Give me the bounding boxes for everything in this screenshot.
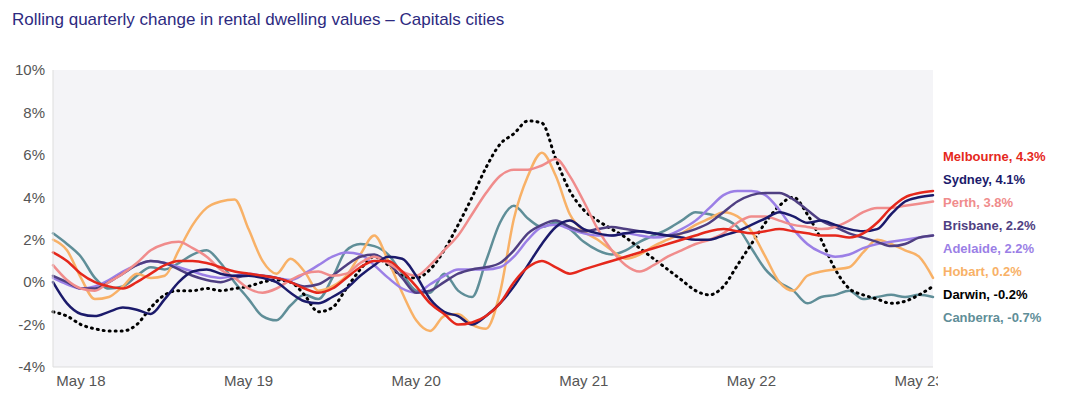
svg-text:May 20: May 20 [392,372,441,389]
svg-text:4%: 4% [23,189,45,206]
html-text:Hobart, 0.2%: Hobart, 0.2% [943,264,1022,279]
html-text:Adelaide, 2.2%: Adelaide, 2.2% [943,241,1034,256]
html-text:Darwin, -0.2%: Darwin, -0.2% [943,287,1028,302]
svg-text:May 22: May 22 [727,372,776,389]
svg-text:0%: 0% [23,273,45,290]
svg-text:May 21: May 21 [559,372,608,389]
html-text:Brisbane, 2.2%: Brisbane, 2.2% [943,218,1036,233]
html-text:Melbourne, 4.3%: Melbourne, 4.3% [943,149,1046,164]
html-text:Perth, 3.8%: Perth, 3.8% [943,195,1014,210]
html-text:Canberra, -0.7%: Canberra, -0.7% [943,310,1042,325]
svg-text:May 23: May 23 [894,372,938,389]
svg-text:8%: 8% [23,104,45,121]
html-text:Sydney, 4.1%: Sydney, 4.1% [943,172,1026,187]
svg-text:-2%: -2% [18,316,45,333]
svg-text:-4%: -4% [18,358,45,375]
svg-text:6%: 6% [23,146,45,163]
svg-text:May 19: May 19 [224,372,273,389]
html-text:Rolling quarterly change in re: Rolling quarterly change in rental dwell… [12,10,505,29]
svg-text:May 18: May 18 [56,372,105,389]
svg-text:2%: 2% [23,231,45,248]
svg-text:10%: 10% [15,61,45,78]
